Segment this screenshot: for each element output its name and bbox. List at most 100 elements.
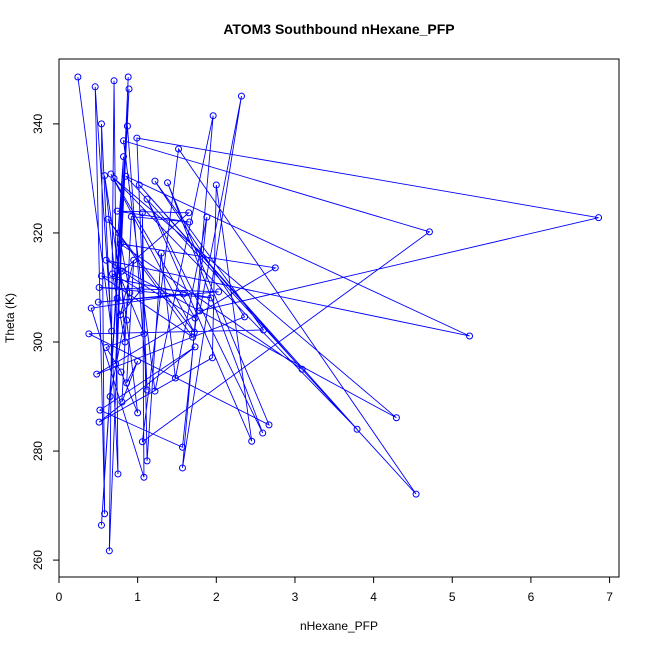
- data-point: [85, 330, 93, 338]
- y-tick-label: 280: [31, 441, 45, 461]
- data-point: [248, 437, 256, 445]
- data-point: [140, 330, 148, 338]
- data-point: [215, 288, 223, 296]
- data-point: [118, 398, 126, 406]
- data-point: [179, 290, 187, 298]
- x-tick-label: 5: [449, 590, 456, 604]
- data-point: [134, 357, 142, 365]
- data-point: [466, 332, 474, 340]
- data-point: [101, 510, 109, 518]
- data-point: [112, 262, 120, 270]
- data-point: [124, 73, 132, 81]
- data-point: [113, 207, 121, 215]
- data-point: [94, 298, 102, 306]
- data-point: [138, 438, 146, 446]
- data-point: [595, 214, 603, 222]
- data-point: [178, 464, 186, 472]
- data-point: [123, 379, 131, 387]
- data-point: [143, 195, 151, 203]
- data-point: [151, 177, 159, 185]
- data-point: [171, 374, 179, 382]
- data-point: [97, 272, 105, 280]
- data-point: [412, 490, 420, 498]
- data-point: [118, 267, 126, 275]
- x-tick-label: 7: [606, 590, 613, 604]
- x-tick-label: 4: [370, 590, 377, 604]
- data-point: [126, 289, 134, 297]
- data-point: [113, 294, 121, 302]
- data-point: [125, 85, 133, 93]
- data-point: [95, 283, 103, 291]
- x-axis-label: nHexane_PFP: [300, 619, 378, 633]
- data-point: [123, 122, 131, 130]
- data-point: [108, 270, 116, 278]
- data-point: [97, 120, 105, 128]
- data-point: [178, 443, 186, 451]
- data-point: [143, 386, 151, 394]
- data-point: [157, 249, 165, 257]
- data-point: [91, 83, 99, 91]
- data-point: [135, 181, 143, 189]
- data-point: [190, 328, 198, 336]
- data-point: [127, 213, 135, 221]
- data-point: [121, 338, 129, 346]
- data-point: [93, 370, 101, 378]
- data-point: [116, 240, 124, 248]
- data-point: [151, 387, 159, 395]
- data-point: [164, 179, 172, 187]
- data-point: [104, 215, 112, 223]
- data-point: [130, 256, 138, 264]
- x-tick-label: 2: [213, 590, 220, 604]
- y-tick-label: 300: [31, 332, 45, 352]
- data-point: [298, 365, 306, 373]
- data-point: [196, 307, 204, 315]
- y-tick-label: 260: [31, 550, 45, 570]
- data-point: [117, 368, 125, 376]
- x-tick-label: 3: [292, 590, 299, 604]
- data-point: [115, 229, 123, 237]
- data-point: [112, 360, 120, 368]
- data-point: [137, 286, 145, 294]
- data-point: [191, 314, 199, 322]
- data-point: [259, 429, 267, 437]
- data-point: [119, 153, 127, 161]
- data-point: [87, 304, 95, 312]
- data-point: [207, 294, 215, 302]
- data-point: [241, 313, 249, 321]
- data-point: [237, 92, 245, 100]
- data-point: [105, 547, 113, 555]
- x-tick-label: 1: [134, 590, 141, 604]
- data-point: [425, 228, 433, 236]
- data-point: [133, 134, 141, 142]
- data-point: [191, 343, 199, 351]
- data-point: [175, 145, 183, 153]
- data-point: [108, 327, 116, 335]
- x-tick-label: 0: [56, 590, 63, 604]
- data-point: [203, 213, 211, 221]
- data-point: [110, 77, 118, 85]
- chart-title: ATOM3 Southbound nHexane_PFP: [223, 21, 454, 37]
- y-axis-label: Theta (K): [3, 293, 17, 343]
- data-point: [74, 73, 82, 81]
- data-point: [392, 414, 400, 422]
- series-line: [77, 76, 599, 551]
- data-point: [189, 333, 197, 341]
- data-point: [123, 316, 131, 324]
- data-point: [101, 172, 109, 180]
- data-point: [97, 521, 105, 529]
- data-point: [106, 393, 114, 401]
- data-point: [353, 425, 361, 433]
- data-point: [134, 409, 142, 417]
- x-tick-label: 6: [528, 590, 535, 604]
- data-point: [140, 473, 148, 481]
- data-point: [114, 470, 122, 478]
- data-point: [116, 311, 124, 319]
- data-point: [208, 354, 216, 362]
- data-point: [107, 170, 115, 178]
- data-point: [102, 343, 110, 351]
- data-point: [265, 421, 273, 429]
- y-tick-label: 340: [31, 114, 45, 134]
- data-point: [259, 326, 267, 334]
- data-point: [138, 209, 146, 217]
